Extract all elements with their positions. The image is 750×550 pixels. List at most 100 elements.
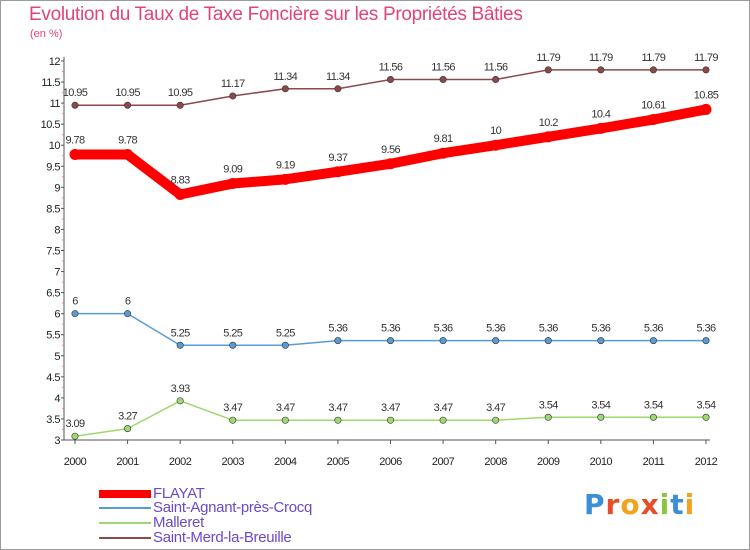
data-label: 11.17: [221, 78, 245, 90]
x-tick-label: 2008: [484, 456, 507, 468]
data-label: 5.25: [276, 327, 295, 339]
y-tick-label: 11.5: [41, 77, 60, 89]
chart-title: Evolution du Taux de Taxe Foncière sur l…: [29, 4, 523, 25]
data-label: 9.78: [118, 134, 137, 146]
data-point: [176, 341, 184, 349]
data-point: [490, 139, 502, 151]
logo-letter: t: [670, 488, 685, 521]
data-point: [595, 122, 607, 134]
data-label: 3.47: [434, 402, 453, 414]
data-point: [281, 341, 289, 349]
data-point: [649, 337, 657, 345]
data-point: [71, 310, 79, 318]
data-label: 5.36: [486, 323, 505, 335]
data-label: 3.47: [223, 402, 242, 414]
x-tick-label: 2012: [695, 456, 718, 468]
legend-swatch: [99, 507, 151, 509]
data-label: 9.78: [65, 134, 84, 146]
y-tick-label: 3.5: [46, 414, 60, 426]
data-point: [647, 114, 659, 126]
data-point: [176, 397, 184, 405]
data-point: [492, 416, 500, 424]
data-label: 11.79: [694, 52, 718, 64]
x-tick-label: 2006: [379, 456, 402, 468]
y-tick-label: 5.5: [46, 330, 60, 342]
data-label: 5.36: [434, 323, 453, 335]
data-point: [439, 76, 447, 84]
data-point: [597, 337, 605, 345]
data-label: 9.09: [223, 164, 242, 176]
y-tick-label: 9: [54, 182, 60, 194]
data-label: 3.47: [486, 402, 505, 414]
data-point: [124, 101, 132, 109]
legend-item: Saint-Agnant-près-Crocq: [99, 499, 429, 516]
data-point: [386, 416, 394, 424]
data-label: 10.61: [641, 100, 666, 112]
data-label: 9.19: [276, 159, 295, 171]
data-label: 10.95: [115, 87, 140, 99]
logo-letter: r: [605, 488, 621, 521]
y-tick-label: 8.5: [46, 203, 60, 215]
data-point: [492, 337, 500, 345]
data-point: [176, 101, 184, 109]
x-tick-label: 2010: [590, 456, 613, 468]
y-tick-label: 8: [54, 224, 60, 236]
logo-letter: i: [684, 488, 696, 521]
data-label: 3.47: [328, 402, 347, 414]
data-point: [542, 131, 554, 143]
legend-swatch: [99, 490, 151, 498]
data-point: [437, 147, 449, 159]
data-label: 3.09: [65, 418, 84, 430]
data-point: [124, 310, 132, 318]
legend-swatch: [99, 522, 151, 524]
data-point: [597, 66, 605, 74]
data-label: 3.54: [539, 399, 558, 411]
data-point: [702, 66, 710, 74]
x-tick-label: 2000: [64, 456, 87, 468]
data-label: 5.36: [381, 323, 400, 335]
data-point: [386, 76, 394, 84]
legend-item: Saint-Merd-la-Breuille: [99, 529, 429, 546]
data-label: 11.56: [431, 62, 455, 74]
data-point: [649, 413, 657, 421]
proxiti-logo: Proxiti: [584, 488, 695, 521]
data-label: 3.93: [171, 383, 190, 395]
y-tick-label: 10: [49, 140, 61, 152]
data-point: [281, 85, 289, 93]
data-label: 11.56: [484, 62, 508, 74]
data-point: [702, 413, 710, 421]
data-point: [281, 416, 289, 424]
x-tick-label: 2003: [222, 456, 245, 468]
data-label: 11.34: [273, 71, 297, 83]
data-label: 10.85: [694, 89, 719, 101]
data-label: 5.36: [328, 323, 347, 335]
data-label: 5.25: [171, 327, 190, 339]
data-point: [544, 66, 552, 74]
data-label: 11.79: [536, 52, 560, 64]
data-point: [174, 188, 186, 200]
x-tick-label: 2004: [274, 456, 297, 468]
data-label: 5.36: [591, 323, 610, 335]
x-tick-label: 2009: [537, 456, 560, 468]
x-tick-label: 2005: [327, 456, 350, 468]
logo-letter: i: [659, 488, 671, 521]
y-tick-label: 3: [54, 435, 60, 447]
data-label: 8.83: [171, 174, 190, 186]
data-label: 9.81: [434, 133, 453, 145]
x-tick-label: 2011: [643, 456, 665, 468]
y-tick-label: 9.5: [46, 161, 60, 173]
legend-label: Saint-Agnant-près-Crocq: [153, 499, 313, 516]
x-tick-label: 2002: [169, 456, 192, 468]
legend-label: Malleret: [153, 514, 204, 531]
logo-letter: x: [640, 488, 660, 521]
data-label: 6: [72, 296, 78, 308]
data-label: 3.47: [276, 402, 295, 414]
legend-swatch: [99, 537, 151, 539]
data-label: 11.56: [379, 62, 403, 74]
y-tick-label: 7.5: [46, 246, 60, 258]
data-label: 10.95: [63, 87, 88, 99]
y-tick-label: 4.5: [46, 372, 60, 384]
legend-label: Saint-Merd-la-Breuille: [153, 529, 292, 546]
data-label: 10.4: [591, 108, 610, 120]
data-point: [122, 148, 134, 160]
